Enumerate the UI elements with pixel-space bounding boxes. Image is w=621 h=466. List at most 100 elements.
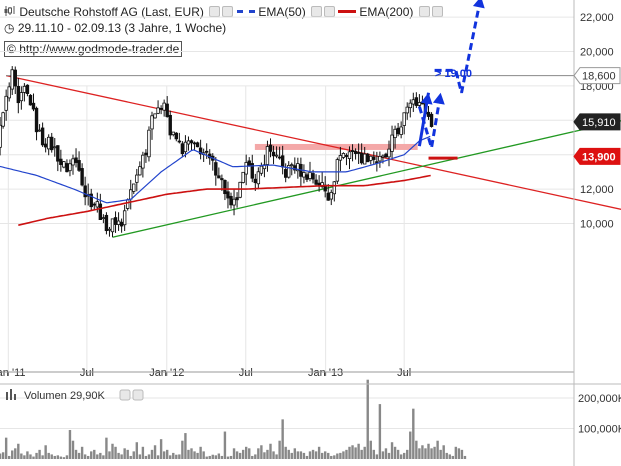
- candle-body: [332, 181, 337, 195]
- candle: [268, 138, 273, 158]
- volume-bar: [126, 449, 129, 459]
- volume-bar: [278, 440, 281, 459]
- volume-bar: [448, 454, 451, 459]
- candle-body: [253, 178, 258, 184]
- source-link[interactable]: © http://www.godmode-trader.de: [4, 41, 183, 57]
- candle-body: [159, 107, 163, 110]
- candle-body: [104, 214, 109, 232]
- volume-bar: [71, 440, 75, 459]
- volume-bar: [29, 454, 32, 459]
- candle: [235, 192, 239, 208]
- candle-body: [0, 124, 2, 148]
- candle-body: [37, 129, 42, 132]
- candle-body: [113, 217, 118, 225]
- candle-body: [344, 154, 349, 157]
- volume-bar: [387, 452, 391, 459]
- candle-body: [7, 86, 11, 99]
- volume-icon: [10, 389, 12, 400]
- candle-body: [280, 155, 285, 168]
- candle-body: [28, 94, 33, 106]
- candle: [390, 125, 394, 160]
- volume-bar: [169, 455, 172, 459]
- volume-bar: [90, 451, 93, 459]
- volume-bar: [251, 455, 254, 459]
- candle-body: [183, 141, 188, 153]
- close-icon[interactable]: [222, 6, 234, 17]
- chart-header-line-2: ◷ 29.11.10 - 02.09.13 (3 Jahre, 1 Woche): [4, 21, 226, 35]
- candle: [287, 161, 291, 179]
- settings-icon[interactable]: [418, 6, 430, 17]
- volume-bar: [50, 454, 53, 459]
- legend-ema200: EMA(200): [338, 5, 443, 19]
- x-tick-label: Jul: [239, 367, 253, 379]
- candle-body: [305, 174, 309, 180]
- candle: [204, 143, 209, 159]
- settings-icon[interactable]: [209, 6, 221, 17]
- candle: [201, 148, 206, 162]
- volume-bar: [199, 446, 202, 459]
- volume-bar: [302, 452, 306, 459]
- volume-bar: [41, 455, 44, 459]
- candle-body: [171, 131, 175, 136]
- ema50-swatch: [237, 10, 255, 13]
- volume-bar: [162, 451, 166, 459]
- volume-bar: [193, 451, 196, 459]
- close-icon[interactable]: [324, 6, 336, 17]
- volume-bar: [375, 454, 379, 459]
- candle-body: [359, 152, 364, 164]
- candle: [283, 163, 288, 183]
- candle: [129, 179, 133, 210]
- volume-bar: [381, 451, 385, 459]
- candle-body: [13, 69, 17, 87]
- volume-bar: [299, 451, 303, 459]
- volume-bar: [333, 455, 336, 459]
- volume-bar: [354, 447, 357, 459]
- candle: [50, 132, 54, 153]
- candle-body: [347, 151, 352, 160]
- candle-body: [247, 160, 251, 167]
- volume-bar: [308, 451, 312, 459]
- candle: [7, 82, 11, 102]
- candle: [326, 184, 330, 201]
- candle: [417, 94, 422, 109]
- date-range: 29.11.10 - 02.09.13 (3 Jahre, 1 Woche): [17, 21, 227, 35]
- volume-bar: [348, 446, 351, 459]
- volume-bar: [336, 453, 339, 459]
- candle-body: [429, 113, 434, 127]
- candle-body: [411, 99, 416, 105]
- candle-body: [50, 136, 54, 151]
- close-icon[interactable]: [132, 389, 144, 401]
- settings-icon[interactable]: [119, 389, 131, 401]
- close-icon[interactable]: [431, 6, 443, 17]
- volume-bar: [159, 439, 163, 459]
- candle-body: [393, 128, 397, 139]
- candle: [341, 152, 346, 160]
- candle: [89, 188, 93, 211]
- volume-bar: [339, 452, 342, 459]
- x-tick-label: Jan '13: [308, 367, 343, 379]
- volume-bar: [457, 448, 461, 459]
- candle-body: [293, 165, 297, 171]
- volume-bar: [363, 446, 366, 459]
- candle-body: [341, 153, 346, 158]
- ema200-swatch: [338, 10, 356, 13]
- volume-icon: [14, 394, 16, 400]
- candle-body: [107, 228, 112, 231]
- x-tick-label: Jul: [397, 367, 411, 379]
- candle: [110, 218, 115, 238]
- candle: [65, 159, 69, 173]
- candle: [198, 139, 203, 160]
- volume-bar: [35, 452, 38, 459]
- candle: [92, 202, 96, 210]
- candle-body: [417, 102, 422, 106]
- candle: [347, 146, 352, 170]
- volume-bar: [460, 449, 464, 459]
- volume-bar: [418, 448, 421, 459]
- candle: [28, 94, 33, 106]
- candle: [226, 181, 230, 209]
- settings-icon[interactable]: [311, 6, 323, 17]
- candlestick-chart-icon: [4, 5, 16, 19]
- volume-bar: [421, 445, 424, 459]
- volume-bar: [463, 455, 467, 459]
